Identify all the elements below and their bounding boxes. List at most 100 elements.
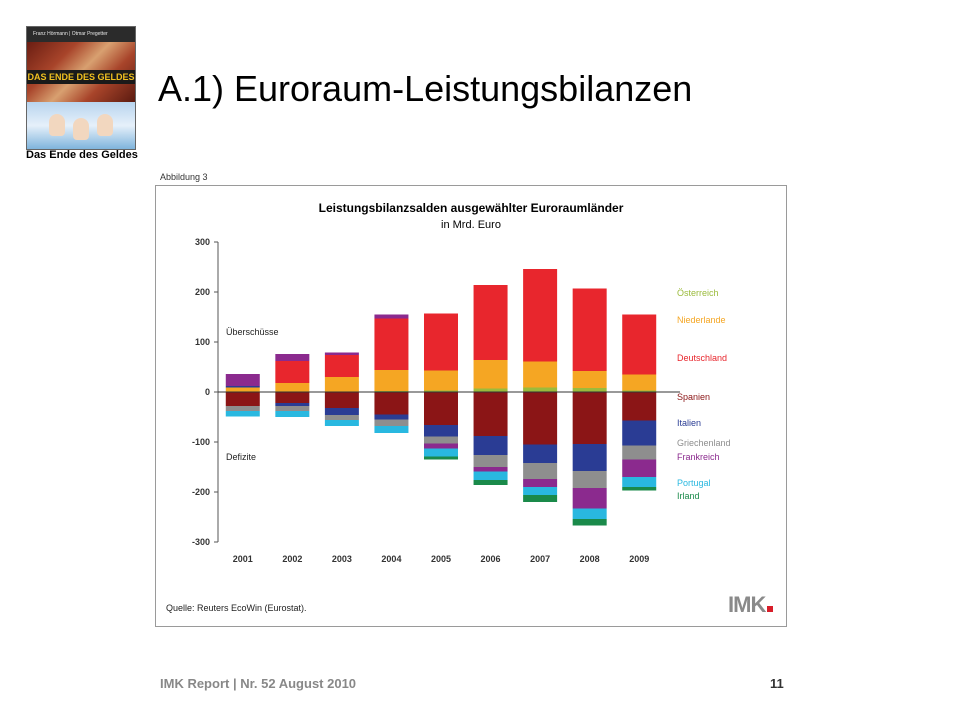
bar-segment [374,414,409,420]
y-tick-label: 100 [195,337,210,347]
bar-segment [225,411,260,417]
bar-segment [523,387,558,392]
bar-segment [473,360,508,389]
book-authors: Franz Hörmann | Otmar Pregetter [27,27,135,42]
page-number: 11 [770,676,784,691]
bar-segment [473,285,508,360]
bar-segment [275,354,310,361]
x-tick-label: 2004 [381,554,401,564]
x-tick-label: 2005 [431,554,451,564]
bar-segment [275,383,310,392]
bar-segment [523,444,558,463]
bar-segment [374,314,409,319]
bar-segment [424,370,458,391]
bar-segment [572,444,607,471]
bar-segment [424,390,458,392]
bar-segment [572,508,607,519]
bar-segment [622,420,657,446]
bar-segment [523,463,558,479]
bar-segment [622,487,657,491]
bar-segment [275,411,310,417]
bar-segment [424,443,458,449]
book-cover-photo [27,102,135,149]
person-figure [97,114,113,136]
bar-segment [523,361,558,388]
bar-segment [622,459,657,477]
bar-segment [622,374,657,391]
bar-segment [324,420,359,426]
bar-segment [622,314,657,375]
legend-entry: Portugal [677,478,711,488]
chart-subtitle: in Mrd. Euro [441,219,501,231]
logo-dot [767,606,774,612]
annotation-deficit: Defizite [226,452,256,462]
bar-segment [374,392,409,415]
bar-segment [275,403,310,406]
bar-segment [473,455,508,467]
bar-segment [622,392,657,421]
book-cover-title: DAS ENDE DES GELDES [27,70,135,84]
figure-label: Abbildung 3 [160,172,208,182]
bar-segment [473,388,508,392]
bar-segment [225,392,260,406]
bar-segment [424,448,458,457]
bar-segment [572,388,607,392]
bar-segment [523,487,558,495]
bar-segment [622,445,657,460]
x-tick-label: 2002 [282,554,302,564]
book-cover-art: DAS ENDE DES GELDES [27,42,135,102]
bar-segment [473,436,508,455]
bar-segment [424,313,458,371]
footer-text: IMK Report | Nr. 52 August 2010 [160,676,357,691]
y-tick-label: -200 [192,487,210,497]
y-tick-label: 0 [205,387,210,397]
bar-segment [473,471,508,480]
bar-segment [225,374,260,386]
bar-segment [523,269,558,362]
bar-segment [473,392,508,436]
y-tick-label: 300 [195,237,210,247]
bar-segment [374,419,409,426]
bar-segment [374,426,409,433]
bar-segment [424,456,458,460]
legend-entry: Niederlande [677,315,726,325]
bar-segment [424,425,458,437]
bar-segment [473,467,508,472]
bar-segment [523,392,558,445]
x-tick-label: 2006 [481,554,501,564]
chart-frame: Leistungsbilanzsalden ausgewählter Euror… [155,185,787,627]
imk-logo-text: IMK [728,592,766,617]
chart-svg: Leistungsbilanzsalden ausgewählter Euror… [166,201,731,613]
bar-segment [523,495,558,502]
person-figure [73,118,89,140]
bar-segment [473,480,508,485]
bar-segment [523,479,558,487]
annotation-surplus: Überschüsse [226,327,279,337]
bar-segment [374,370,409,391]
x-tick-label: 2003 [332,554,352,564]
legend-entry: Irland [677,491,700,501]
bar-segment [424,392,458,425]
legend-entry: Frankreich [677,452,720,462]
bar-segment [275,392,310,403]
y-tick-label: -100 [192,437,210,447]
bar-segment [572,371,607,388]
imk-logo: IMK [728,592,774,618]
bar-segment [324,352,359,355]
book-caption: Das Ende des Geldes [26,149,138,161]
bar-segment [374,318,409,370]
y-tick-label: -300 [192,537,210,547]
person-figure [49,114,65,136]
slide-title: A.1) Euroraum-Leistungsbilanzen [158,68,693,109]
legend-entry: Griechenland [677,438,731,448]
legend-entry: Österreich [677,288,719,298]
bar-segment [622,390,657,392]
bar-segment [572,471,607,488]
book-cover-image: Franz Hörmann | Otmar Pregetter DAS ENDE… [26,26,136,150]
bar-segment [424,436,458,444]
legend-entry: Spanien [677,392,710,402]
x-tick-label: 2008 [580,554,600,564]
bar-segment [572,519,607,526]
bar-segment [324,408,359,415]
bar-segment [324,392,359,408]
